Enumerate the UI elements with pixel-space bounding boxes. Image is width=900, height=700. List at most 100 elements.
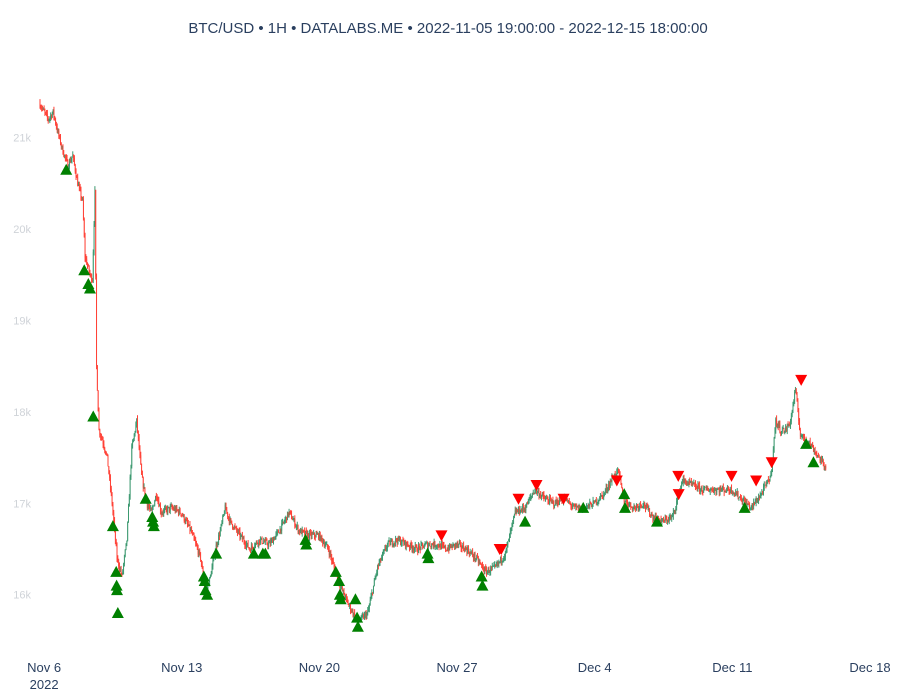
candle-body — [650, 515, 651, 517]
candle-body — [277, 530, 279, 532]
candle-body — [625, 499, 627, 502]
candle-body — [812, 444, 814, 447]
candle-body — [144, 487, 146, 497]
candle-body — [412, 548, 414, 550]
buy-signal-marker — [800, 437, 813, 449]
candle-body — [223, 513, 225, 515]
candle-body — [409, 546, 410, 548]
candle-body — [454, 543, 455, 547]
candle-body — [663, 520, 665, 523]
candle-body — [626, 499, 628, 502]
candle-body — [53, 109, 55, 117]
candle-body — [385, 547, 387, 550]
candle-body — [346, 595, 347, 599]
candle-body — [511, 523, 513, 528]
candle-body — [167, 507, 169, 512]
candle-body — [262, 543, 264, 544]
candle-body — [128, 506, 129, 523]
candle-body — [130, 466, 132, 477]
buy-signal-marker — [83, 282, 96, 294]
candle-body — [455, 543, 456, 547]
buy-signal-marker — [60, 163, 73, 175]
candle-body — [436, 546, 437, 548]
candle-body — [364, 614, 365, 619]
candle-body — [680, 486, 682, 490]
candle-body — [797, 401, 799, 412]
candle-body — [46, 113, 48, 118]
candle-body — [99, 429, 101, 435]
candle-body — [87, 264, 88, 266]
candle-body — [75, 171, 77, 178]
candle-body — [373, 580, 375, 586]
candle-body — [704, 486, 706, 488]
candle-body — [603, 493, 605, 498]
candle-body — [351, 610, 353, 612]
candle-body — [64, 155, 65, 157]
buy-signal-marker — [146, 511, 159, 523]
candle-body — [58, 130, 60, 137]
candle-body — [179, 509, 181, 514]
candle-body — [134, 431, 136, 435]
candle-body — [727, 486, 728, 492]
buy-signal-marker — [210, 547, 223, 559]
candle-body — [783, 427, 785, 433]
candle-body — [793, 401, 795, 405]
candle-body — [494, 564, 496, 566]
candle-body — [659, 519, 661, 523]
candle-body — [792, 404, 794, 412]
candle-body — [790, 421, 791, 426]
candle-body — [464, 549, 465, 552]
candle-body — [569, 502, 571, 504]
candle-body — [89, 272, 91, 275]
candle-body — [822, 459, 823, 461]
candle-body — [318, 533, 320, 539]
x-tick-label: Dec 11 — [712, 660, 752, 675]
candle-body — [320, 535, 322, 541]
candle-body — [574, 505, 576, 507]
candle-body — [77, 177, 79, 186]
candle-body — [734, 492, 736, 494]
candle-body — [551, 500, 553, 502]
candle-body — [302, 529, 304, 531]
candle-body — [518, 507, 520, 514]
candle-body — [362, 615, 364, 617]
candle-body — [398, 537, 400, 541]
candle-body — [700, 487, 702, 489]
candle-body — [245, 545, 247, 547]
candle-body — [567, 498, 569, 502]
candle-body — [60, 143, 62, 147]
candle-body — [332, 560, 333, 562]
candle-body — [105, 453, 107, 455]
candle-body — [197, 548, 199, 555]
candle-body — [305, 530, 307, 532]
candle-body — [722, 487, 724, 489]
candle-body — [441, 544, 442, 549]
candle-body — [576, 505, 578, 507]
candle-body — [324, 545, 326, 547]
candle-body — [702, 491, 704, 493]
candle-body — [192, 533, 194, 535]
candle-body — [673, 510, 675, 512]
candle-body — [155, 496, 156, 502]
candle-body — [237, 530, 238, 533]
candle-body — [54, 116, 56, 120]
candle-body — [764, 484, 766, 486]
candle-body — [282, 521, 283, 524]
candle-body — [196, 543, 197, 546]
candle-body — [550, 499, 552, 501]
candle-body — [754, 502, 756, 504]
candle-body — [341, 586, 343, 591]
candle-body — [660, 519, 662, 523]
candle-body — [674, 510, 676, 511]
candle-body — [405, 542, 407, 547]
candle-body — [586, 507, 587, 508]
candle-body — [761, 492, 763, 494]
candle-body — [375, 574, 377, 579]
candle-body — [285, 517, 287, 520]
candle-body — [188, 524, 190, 526]
candle-body — [275, 533, 277, 537]
candle-body — [542, 493, 544, 496]
buy-signal-marker — [111, 607, 124, 619]
candle-body — [547, 499, 549, 502]
candle-body — [313, 532, 315, 535]
